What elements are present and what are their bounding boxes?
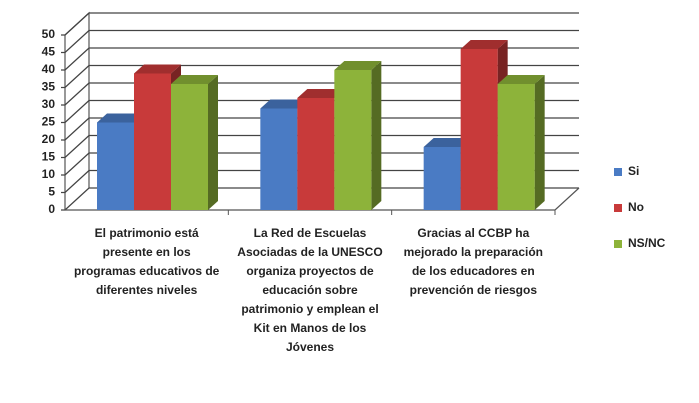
y-tick-label: 10 [42, 167, 56, 181]
y-tick-label: 40 [42, 62, 56, 76]
bar-top [297, 89, 345, 98]
y-tick-label: 0 [48, 202, 55, 216]
grid-line [61, 82, 579, 106]
x-tick-label: El patrimonio está presente en los progr… [73, 226, 220, 297]
bar [334, 70, 372, 210]
bar-top [460, 40, 508, 49]
bar [134, 73, 171, 210]
x-tick-label: La Red de Escuelas Asociadas de la UNESC… [237, 226, 383, 354]
y-tick-label: 20 [42, 132, 56, 146]
grid-line [61, 47, 579, 71]
bar-side [208, 75, 218, 210]
bar-side [534, 75, 545, 210]
y-tick-label: 45 [42, 45, 56, 59]
bar-top [260, 99, 308, 109]
y-tick-label: 30 [42, 97, 56, 111]
grid-line [61, 12, 579, 36]
grid-line [61, 64, 579, 89]
legend-label: NS/NC [628, 236, 666, 250]
bar-top [171, 75, 218, 84]
legend-label: No [628, 200, 644, 214]
bar-side [371, 61, 382, 210]
y-tick-label: 15 [42, 150, 56, 164]
legend-swatch [614, 204, 622, 212]
y-tick-label: 5 [48, 185, 55, 199]
bar-top [134, 64, 181, 74]
bar-top [423, 138, 471, 147]
bar [297, 98, 335, 210]
bar [260, 108, 298, 210]
legend-label: Si [628, 164, 639, 178]
bar [97, 122, 134, 210]
bar-top [334, 61, 382, 70]
bar [171, 84, 208, 210]
y-tick-label: 35 [42, 80, 56, 94]
bar-top [497, 75, 545, 84]
bar-top [97, 113, 144, 123]
x-tick-label: Gracias al CCBP ha mejorado la preparaci… [403, 226, 544, 297]
y-tick-label: 25 [42, 115, 56, 129]
y-tick-label: 50 [42, 27, 56, 41]
bar [497, 84, 535, 210]
legend-swatch [614, 240, 622, 248]
legend-swatch [614, 168, 622, 176]
bar [423, 147, 461, 210]
bar [460, 49, 498, 210]
grid-line [61, 29, 579, 54]
